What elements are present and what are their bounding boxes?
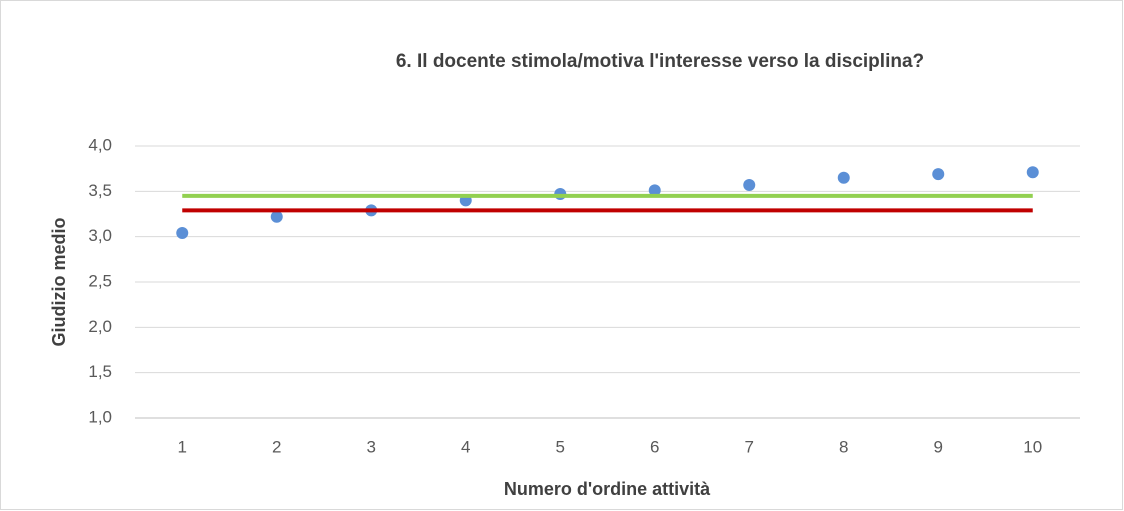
data-point bbox=[837, 171, 850, 184]
y-tick-label: 3,5 bbox=[88, 181, 112, 200]
y-tick-label: 2,0 bbox=[88, 317, 112, 336]
data-point bbox=[648, 184, 661, 197]
x-tick-label: 6 bbox=[650, 437, 659, 456]
data-point bbox=[176, 227, 189, 240]
data-point bbox=[270, 210, 283, 223]
y-tick-label: 3,0 bbox=[88, 226, 112, 245]
chart-title: 6. Il docente stimola/motiva l'interesse… bbox=[396, 51, 924, 72]
y-tick-label: 1,5 bbox=[88, 362, 112, 381]
x-tick-label: 7 bbox=[745, 437, 754, 456]
data-point bbox=[1026, 166, 1039, 179]
y-tick-label: 1,0 bbox=[88, 407, 112, 426]
x-tick-label: 5 bbox=[556, 437, 565, 456]
x-tick-label: 2 bbox=[272, 437, 281, 456]
x-tick-label: 4 bbox=[461, 437, 470, 456]
x-axis-label: Numero d'ordine attività bbox=[504, 479, 711, 499]
y-tick-label: 4,0 bbox=[88, 135, 112, 154]
x-tick-label: 9 bbox=[934, 437, 943, 456]
data-point bbox=[743, 178, 756, 191]
x-tick-label: 8 bbox=[839, 437, 848, 456]
x-tick-label: 10 bbox=[1023, 437, 1042, 456]
data-point bbox=[932, 168, 945, 181]
y-axis-label: Giudizio medio bbox=[49, 217, 69, 346]
y-tick-label: 2,5 bbox=[88, 271, 112, 290]
x-tick-label: 3 bbox=[367, 437, 376, 456]
x-tick-label: 1 bbox=[178, 437, 187, 456]
